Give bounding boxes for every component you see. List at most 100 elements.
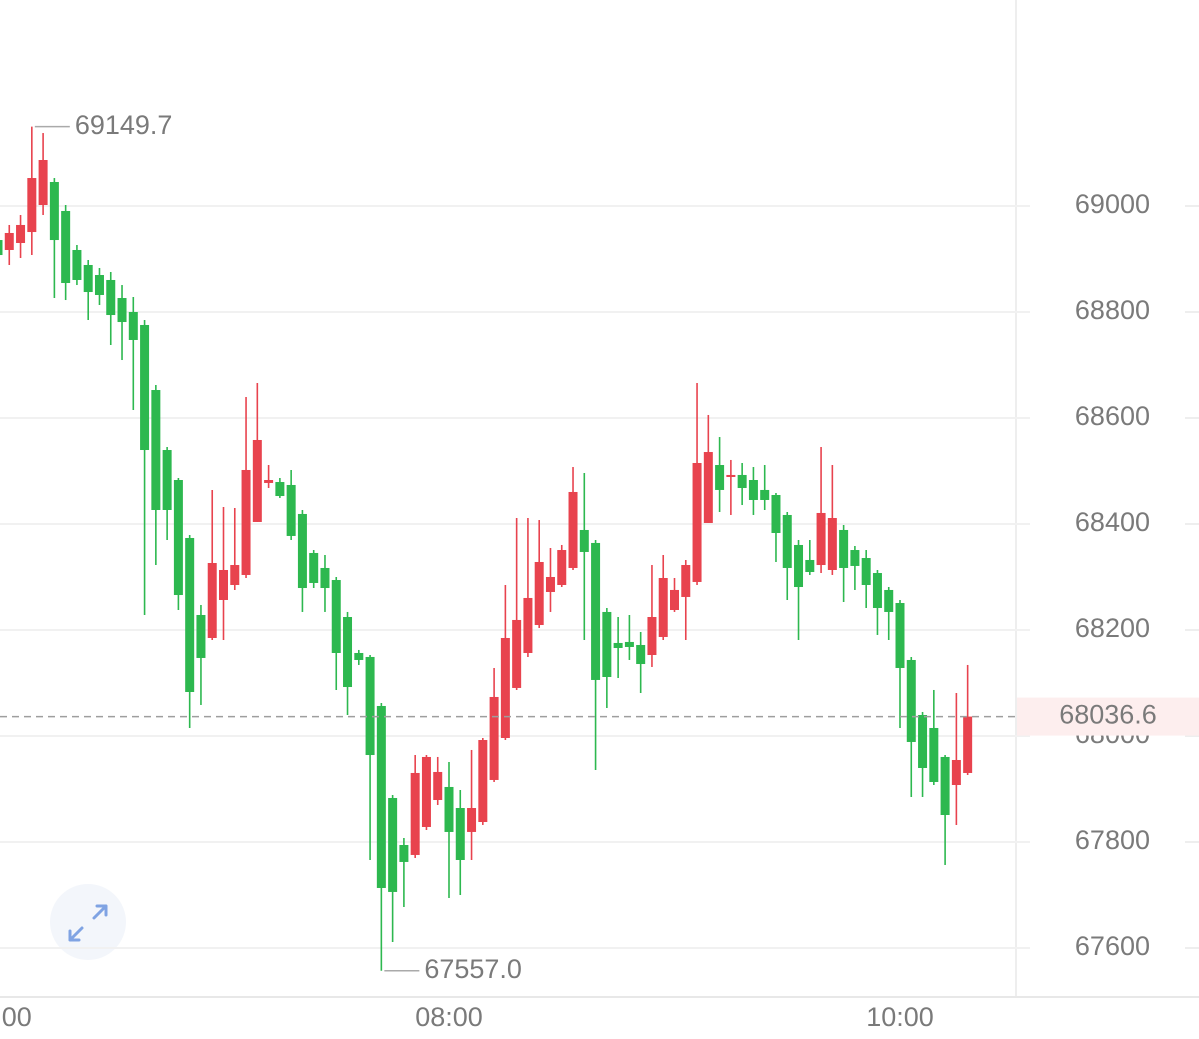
candle-body	[748, 480, 758, 500]
candle-body	[861, 558, 871, 585]
expand-icon[interactable]	[68, 904, 108, 942]
candle-body	[478, 740, 488, 823]
candle-body	[128, 311, 138, 340]
candle-body	[771, 495, 781, 534]
candle-body	[433, 771, 443, 801]
y-tick-label: 67800	[1075, 825, 1150, 855]
y-tick-label: 67600	[1075, 931, 1150, 961]
y-tick-label: 68600	[1075, 401, 1150, 431]
candle-body	[613, 642, 623, 649]
candle-body	[4, 232, 14, 250]
y-tick-label: 68800	[1075, 295, 1150, 325]
candle-body	[241, 469, 251, 575]
candle-body	[354, 652, 364, 660]
candle-body	[895, 603, 905, 668]
candle-body	[72, 249, 82, 280]
candle-body	[670, 589, 679, 611]
candle-body	[94, 275, 104, 295]
candle-body	[647, 617, 657, 656]
candle-body	[884, 589, 894, 612]
candle-body	[568, 491, 578, 568]
y-tick-label: 68200	[1075, 613, 1150, 643]
candle-body	[286, 484, 296, 536]
candle-body	[320, 567, 330, 589]
candle-body	[545, 576, 555, 592]
y-tick-label: 69000	[1075, 189, 1150, 219]
candle-body	[399, 845, 409, 862]
candle-body	[83, 264, 93, 293]
candle-body	[16, 224, 26, 243]
candle-body	[49, 181, 59, 241]
candle-body	[467, 808, 477, 832]
candle-body	[388, 797, 398, 892]
candle-body	[219, 569, 228, 600]
candle-body	[331, 580, 341, 653]
min-marker-label: 67557.0	[424, 954, 522, 984]
candle-body	[343, 617, 353, 688]
max-marker-label: 69149.7	[75, 110, 173, 140]
x-tick-label: 10:00	[866, 1002, 934, 1032]
candle-body	[782, 514, 792, 568]
candle-body	[805, 559, 815, 573]
candle-body	[602, 611, 612, 677]
candle-body	[872, 573, 882, 608]
candle-body	[500, 637, 510, 738]
candle-body	[624, 641, 634, 648]
x-tick-label: 06:00	[0, 1002, 32, 1032]
candle-body	[365, 656, 375, 756]
candle-body	[557, 550, 567, 585]
candle-body	[703, 452, 713, 523]
candle-body	[737, 474, 747, 489]
candle-body	[929, 727, 939, 782]
candle-body	[162, 450, 172, 511]
expand-button[interactable]	[50, 884, 126, 960]
candle-body	[173, 480, 183, 596]
candle-body	[906, 659, 916, 742]
candle-body	[264, 480, 274, 483]
candle-body	[794, 544, 804, 588]
candle-body	[951, 759, 961, 786]
candle-body	[196, 614, 206, 658]
candle-body	[963, 716, 973, 773]
candle-body	[61, 210, 71, 284]
candle-body	[230, 565, 240, 585]
candle-body	[185, 537, 195, 692]
candle-body	[579, 529, 589, 552]
candle-body	[726, 474, 736, 477]
candle-body	[827, 518, 837, 570]
candle-body	[309, 552, 319, 583]
candle-body	[636, 644, 646, 665]
candle-body	[658, 577, 668, 637]
candle-body	[410, 772, 420, 855]
candle-body	[489, 696, 499, 780]
candle-body	[512, 619, 522, 688]
candle-body	[591, 542, 601, 680]
candle-body	[140, 324, 150, 451]
candle-body	[0, 240, 3, 256]
last-price-label: 68036.6	[1059, 700, 1157, 730]
candle-body	[534, 561, 544, 626]
candle-body	[106, 279, 116, 316]
x-tick-label: 08:00	[415, 1002, 483, 1032]
candle-body	[444, 786, 454, 832]
candle-body	[376, 705, 386, 888]
candle-body	[38, 160, 48, 205]
candle-body	[692, 462, 702, 582]
candle-body	[151, 390, 161, 511]
candle-body	[421, 756, 431, 827]
candle-body	[850, 550, 860, 566]
candle-body	[839, 529, 849, 568]
candle-body	[252, 439, 262, 522]
y-tick-label: 68400	[1075, 507, 1150, 537]
candle-body	[918, 714, 928, 768]
candle-body	[117, 298, 127, 323]
candle-body	[455, 808, 465, 860]
candle-body	[760, 489, 770, 500]
candle-body	[940, 756, 950, 816]
candle-body	[27, 178, 37, 233]
candle-body	[816, 512, 826, 566]
candle-body	[275, 482, 285, 497]
candle-body	[681, 565, 691, 597]
